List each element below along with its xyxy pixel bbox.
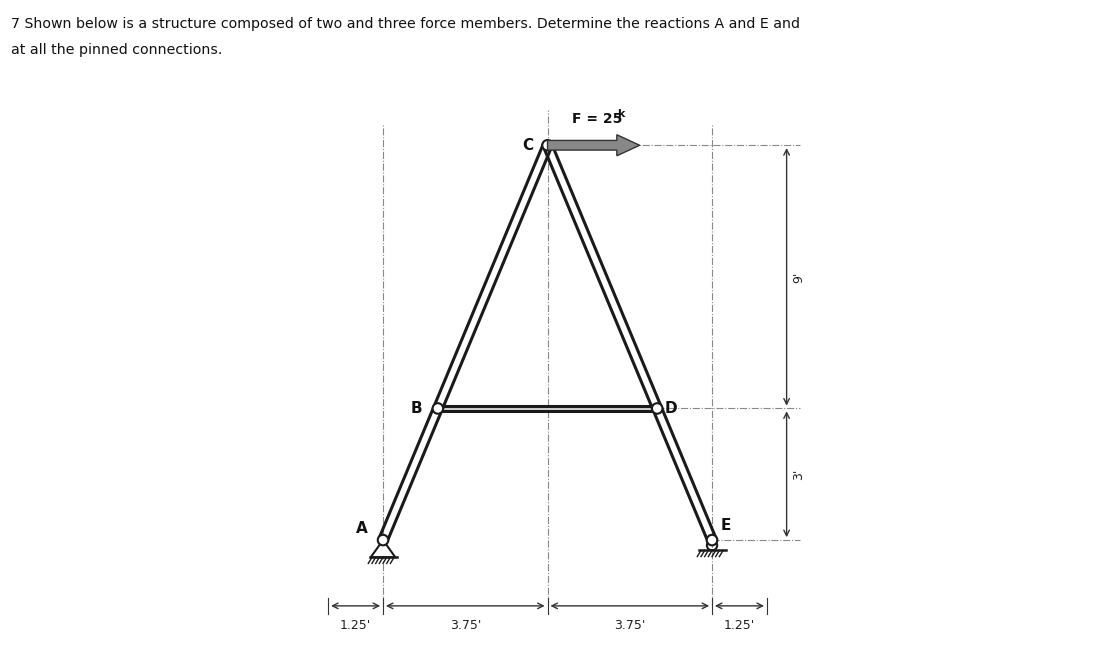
Circle shape bbox=[542, 140, 553, 151]
Polygon shape bbox=[438, 406, 657, 411]
Text: A: A bbox=[356, 520, 367, 536]
Text: F = 25: F = 25 bbox=[572, 112, 622, 127]
FancyArrow shape bbox=[547, 135, 640, 156]
Text: at all the pinned connections.: at all the pinned connections. bbox=[11, 43, 222, 57]
Text: 1.25': 1.25' bbox=[724, 619, 755, 632]
Text: E: E bbox=[720, 518, 732, 534]
Text: 1.25': 1.25' bbox=[340, 619, 371, 632]
Circle shape bbox=[707, 535, 717, 546]
Text: C: C bbox=[523, 138, 534, 152]
Circle shape bbox=[652, 403, 662, 414]
Text: D: D bbox=[665, 401, 678, 416]
Circle shape bbox=[378, 535, 389, 546]
Text: 7 Shown below is a structure composed of two and three force members. Determine : 7 Shown below is a structure composed of… bbox=[11, 17, 800, 30]
Text: B: B bbox=[411, 401, 422, 416]
Circle shape bbox=[432, 403, 443, 414]
Polygon shape bbox=[371, 540, 395, 558]
Text: 9': 9' bbox=[792, 271, 805, 282]
Text: 3.75': 3.75' bbox=[450, 619, 481, 632]
Text: 3.75': 3.75' bbox=[614, 619, 646, 632]
Text: 3': 3' bbox=[792, 469, 805, 480]
Text: k: k bbox=[617, 109, 624, 119]
